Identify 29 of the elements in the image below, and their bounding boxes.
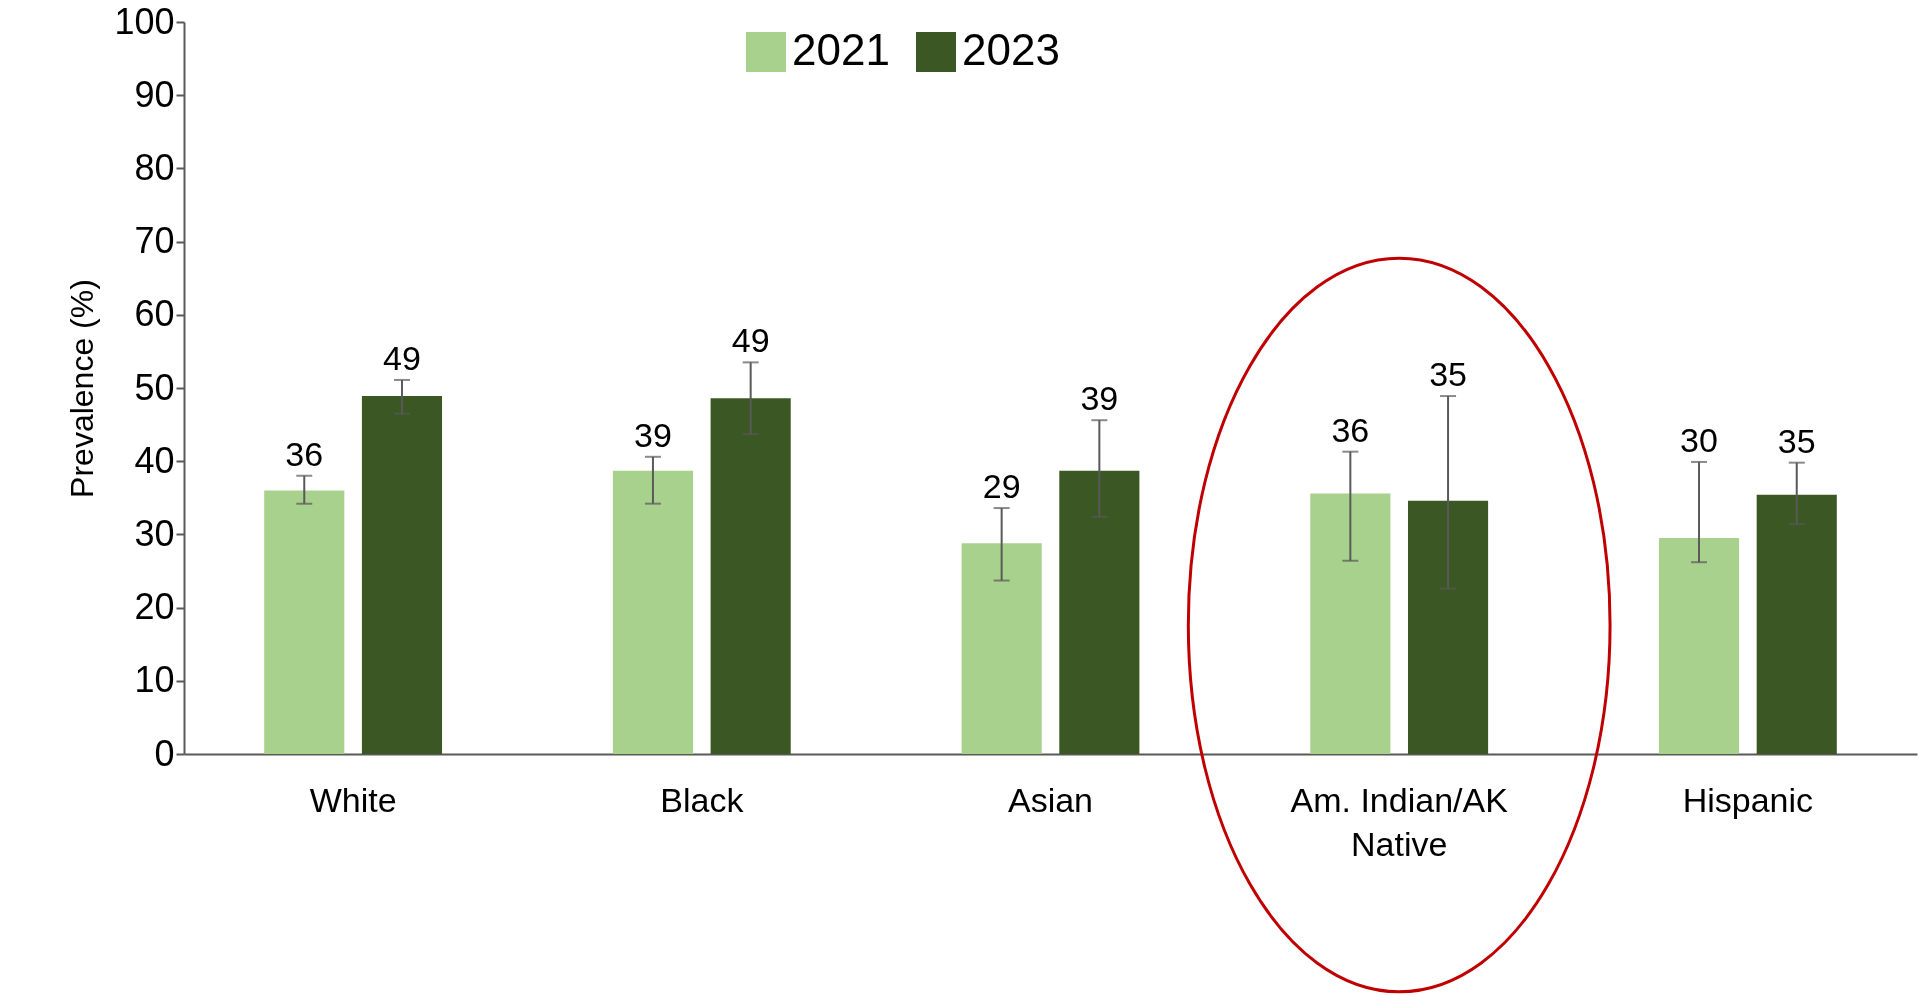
data-label: 49 xyxy=(731,321,770,360)
data-label: 49 xyxy=(383,338,421,377)
legend-label: 2021 xyxy=(792,25,890,74)
data-label: 36 xyxy=(1331,410,1370,449)
x-tick-label: Am. Indian/AK Native xyxy=(1290,780,1509,863)
y-tick-label: 30 xyxy=(134,512,175,554)
data-label: 30 xyxy=(1680,420,1718,459)
x-tick-label: White xyxy=(309,780,397,819)
data-label: 35 xyxy=(1429,355,1467,394)
data-label: 35 xyxy=(1777,421,1816,460)
y-tick-label: 70 xyxy=(134,220,175,262)
data-label: 39 xyxy=(1080,379,1119,418)
y-tick-label: 80 xyxy=(134,146,175,188)
x-tick-label: Hispanic xyxy=(1682,780,1814,819)
data-label: 29 xyxy=(982,467,1021,506)
x-tick-label: Black xyxy=(660,780,745,819)
y-tick-label: 0 xyxy=(154,732,175,774)
y-tick-label: 100 xyxy=(114,0,175,42)
legend-label: 2023 xyxy=(962,25,1060,74)
data-label: 36 xyxy=(285,434,324,473)
y-axis-title: Prevalence (%) xyxy=(64,279,101,498)
data-label: 39 xyxy=(634,415,672,454)
y-tick-label: 10 xyxy=(134,659,175,701)
y-tick-label: 50 xyxy=(134,366,175,408)
y-tick-label: 40 xyxy=(134,439,175,481)
y-tick-label: 20 xyxy=(134,586,175,628)
y-tick-label: 60 xyxy=(134,293,175,335)
x-tick-label: Asian xyxy=(1007,780,1094,819)
y-tick-label: 90 xyxy=(134,73,175,115)
